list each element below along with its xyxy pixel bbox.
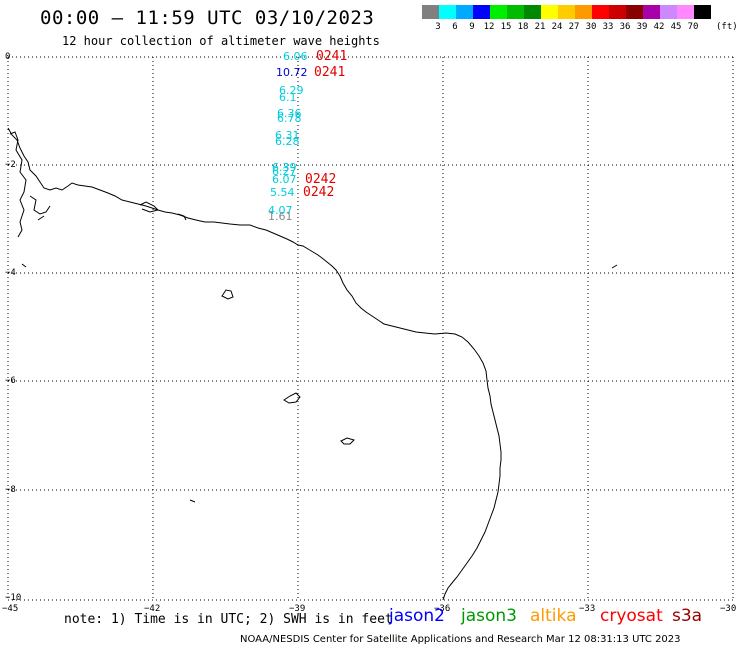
brazil-coastline <box>7 127 502 601</box>
legend-swatch <box>609 5 626 19</box>
pass-time-label: 0241 <box>314 65 346 80</box>
satellite-name: jason2 <box>389 606 445 626</box>
legend-swatch <box>507 5 524 19</box>
lat-tick-label: −4 <box>5 268 16 278</box>
lat-tick-label: −6 <box>5 376 16 386</box>
lat-tick-label: −10 <box>5 593 22 603</box>
satellite-name: cryosat <box>600 606 663 626</box>
coastline <box>7 127 618 601</box>
legend-swatch <box>524 5 541 19</box>
lon-tick-label: −45 <box>2 604 19 614</box>
legend-label: 27 <box>568 22 580 32</box>
coastal-islands <box>9 131 187 238</box>
legend-label: 30 <box>585 22 597 32</box>
legend-unit: (ft) <box>716 22 738 32</box>
legend-swatch <box>439 5 456 19</box>
credit-footer: NOAA/NESDIS Center for Satellite Applica… <box>240 634 681 645</box>
wave-height-label: 6.36 <box>277 107 302 120</box>
atoll-island <box>221 289 234 300</box>
wave-height-label: 6.07 <box>272 173 297 186</box>
legend-swatch <box>694 5 711 19</box>
satellite-name: jason3 <box>461 606 517 626</box>
legend-label: 33 <box>602 22 614 32</box>
legend-swatch <box>660 5 677 19</box>
lon-tick-label: −36 <box>434 604 451 614</box>
legend-label: 9 <box>469 22 475 32</box>
legend-label: 12 <box>483 22 495 32</box>
lat-tick-label: 0 <box>5 52 11 62</box>
legend-label: 24 <box>551 22 563 32</box>
wave-height-label: 10.72 <box>276 66 308 79</box>
lon-tick-label: −33 <box>579 604 596 614</box>
legend-swatch <box>473 5 490 19</box>
legend-label: 3 <box>435 22 441 32</box>
wave-height-label: 6.39 <box>272 161 297 174</box>
legend-swatch <box>643 5 660 19</box>
graticule <box>8 57 733 600</box>
legend-swatch <box>677 5 694 19</box>
footnote: note: 1) Time is in UTC; 2) SWH is in fe… <box>64 612 393 627</box>
legend-label: 36 <box>619 22 631 32</box>
wave-height-label: 6.28 <box>275 135 300 148</box>
lon-tick-label: −42 <box>144 604 161 614</box>
legend-label: 42 <box>653 22 665 32</box>
legend-label: 18 <box>517 22 529 32</box>
legend-swatch <box>490 5 507 19</box>
pass-time-label: 0242 <box>305 172 337 187</box>
small-island <box>340 437 355 445</box>
legend-label: 21 <box>534 22 546 32</box>
lon-tick-label: −30 <box>720 604 737 614</box>
small-island <box>189 499 196 503</box>
map-frame <box>7 56 734 601</box>
legend-label: 45 <box>670 22 682 32</box>
satellite-name: s3a <box>672 606 703 626</box>
legend-label: 70 <box>687 22 699 32</box>
legend-label: 6 <box>452 22 458 32</box>
wave-height-label: 6.29 <box>279 84 304 97</box>
legend-swatch <box>541 5 558 19</box>
wave-height-label: 6.1 <box>279 91 297 104</box>
wave-height-label: 6.78 <box>277 112 302 125</box>
map-title: 00:00 – 11:59 UTC 03/10/2023 <box>40 7 375 29</box>
wave-height-label: 6.06 <box>283 50 308 63</box>
map-subtitle: 12 hour collection of altimeter wave hei… <box>62 34 380 48</box>
wave-height-label: 6.31 <box>275 129 300 142</box>
legend-swatch <box>456 5 473 19</box>
legend-swatch <box>626 5 643 19</box>
fernando-island <box>283 392 301 404</box>
wave-height-label: 1.61 <box>268 210 293 223</box>
small-island <box>611 264 618 269</box>
lat-tick-label: −2 <box>5 160 16 170</box>
legend-swatch <box>592 5 609 19</box>
pass-time-label: 0242 <box>303 185 335 200</box>
small-island <box>21 263 27 268</box>
wave-height-label: 6.27 <box>272 165 297 178</box>
legend-label: 15 <box>500 22 512 32</box>
pass-time-label: 0241 <box>316 49 348 64</box>
lon-tick-label: −39 <box>289 604 306 614</box>
legend-swatch <box>558 5 575 19</box>
legend-label: 39 <box>636 22 648 32</box>
lat-tick-label: −8 <box>5 485 16 495</box>
legend-swatch <box>422 5 439 19</box>
satellite-name: altika <box>530 606 577 626</box>
wave-height-label: 5.54 <box>270 186 295 199</box>
legend-swatch <box>575 5 592 19</box>
wave-height-label: 4.07 <box>268 204 293 217</box>
